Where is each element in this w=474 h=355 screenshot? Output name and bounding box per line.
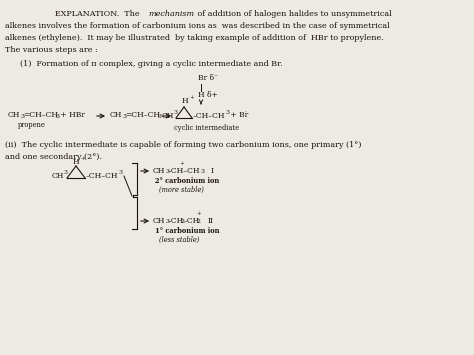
- Text: (1)  Formation of π complex, giving a cyclic intermediate and Br.: (1) Formation of π complex, giving a cyc…: [20, 60, 283, 68]
- Text: 3: 3: [173, 110, 177, 115]
- Text: 3: 3: [122, 114, 126, 119]
- Text: –CH: –CH: [168, 217, 184, 225]
- Text: (ii)  The cyclic intermediate is capable of forming two carbonium ions, one prim: (ii) The cyclic intermediate is capable …: [5, 141, 362, 149]
- Text: –CH: –CH: [184, 217, 200, 225]
- Text: 3: 3: [157, 114, 161, 119]
- Text: +: +: [179, 161, 183, 166]
- Text: mechanism: mechanism: [148, 10, 194, 18]
- Text: I: I: [211, 167, 214, 175]
- Text: (less stable): (less stable): [159, 236, 200, 244]
- Text: ·: ·: [244, 109, 246, 114]
- Text: 1° carbonium ion: 1° carbonium ion: [155, 227, 219, 235]
- Text: CH: CH: [110, 111, 122, 119]
- Text: –CH–CH: –CH–CH: [168, 167, 201, 175]
- Text: H: H: [182, 97, 189, 105]
- Text: and one secondary (2°).: and one secondary (2°).: [5, 153, 102, 161]
- Text: 3: 3: [200, 169, 204, 174]
- Text: +: +: [196, 211, 201, 216]
- Text: CH: CH: [162, 112, 174, 120]
- Text: CH: CH: [8, 111, 20, 119]
- Text: H δ+: H δ+: [198, 91, 218, 99]
- Text: +: +: [80, 156, 85, 161]
- Text: 2: 2: [197, 219, 201, 224]
- Text: –CH–CH: –CH–CH: [86, 172, 118, 180]
- Text: =CH–CH: =CH–CH: [125, 111, 160, 119]
- Text: 3: 3: [20, 114, 24, 119]
- Text: 2: 2: [181, 219, 185, 224]
- Text: 3: 3: [165, 219, 169, 224]
- Text: of addition of halogen halides to unsymmetrical: of addition of halogen halides to unsymm…: [195, 10, 392, 18]
- Text: propene: propene: [18, 121, 46, 129]
- Text: cyclic intermediate: cyclic intermediate: [174, 124, 239, 132]
- Text: +: +: [189, 95, 193, 100]
- Text: II: II: [208, 217, 214, 225]
- Text: CH: CH: [153, 217, 165, 225]
- Text: alkenes involves the formation of carbonium ions as  was described in the case o: alkenes involves the formation of carbon…: [5, 22, 390, 30]
- Text: Br δ⁻: Br δ⁻: [198, 74, 218, 82]
- Text: 3: 3: [165, 169, 169, 174]
- Text: EXPLANATION.  The: EXPLANATION. The: [55, 10, 142, 18]
- Text: The various steps are :: The various steps are :: [5, 46, 98, 54]
- Text: 3: 3: [63, 170, 67, 175]
- Text: + HBr: + HBr: [58, 111, 85, 119]
- Text: H: H: [73, 158, 80, 166]
- Text: 3: 3: [225, 110, 229, 115]
- Text: (more stable): (more stable): [159, 186, 204, 194]
- Text: –CH–CH: –CH–CH: [193, 112, 226, 120]
- Text: CH: CH: [153, 167, 165, 175]
- Text: 3: 3: [118, 170, 122, 175]
- Text: 3: 3: [55, 114, 59, 119]
- Text: CH: CH: [52, 172, 64, 180]
- Text: =CH–CH: =CH–CH: [23, 111, 58, 119]
- Text: alkenes (ethylene).  It may be illustrated  by taking example of addition of  HB: alkenes (ethylene). It may be illustrate…: [5, 34, 384, 42]
- Text: 2° carbonium ion: 2° carbonium ion: [155, 177, 219, 185]
- Text: + Br: + Br: [228, 111, 248, 119]
